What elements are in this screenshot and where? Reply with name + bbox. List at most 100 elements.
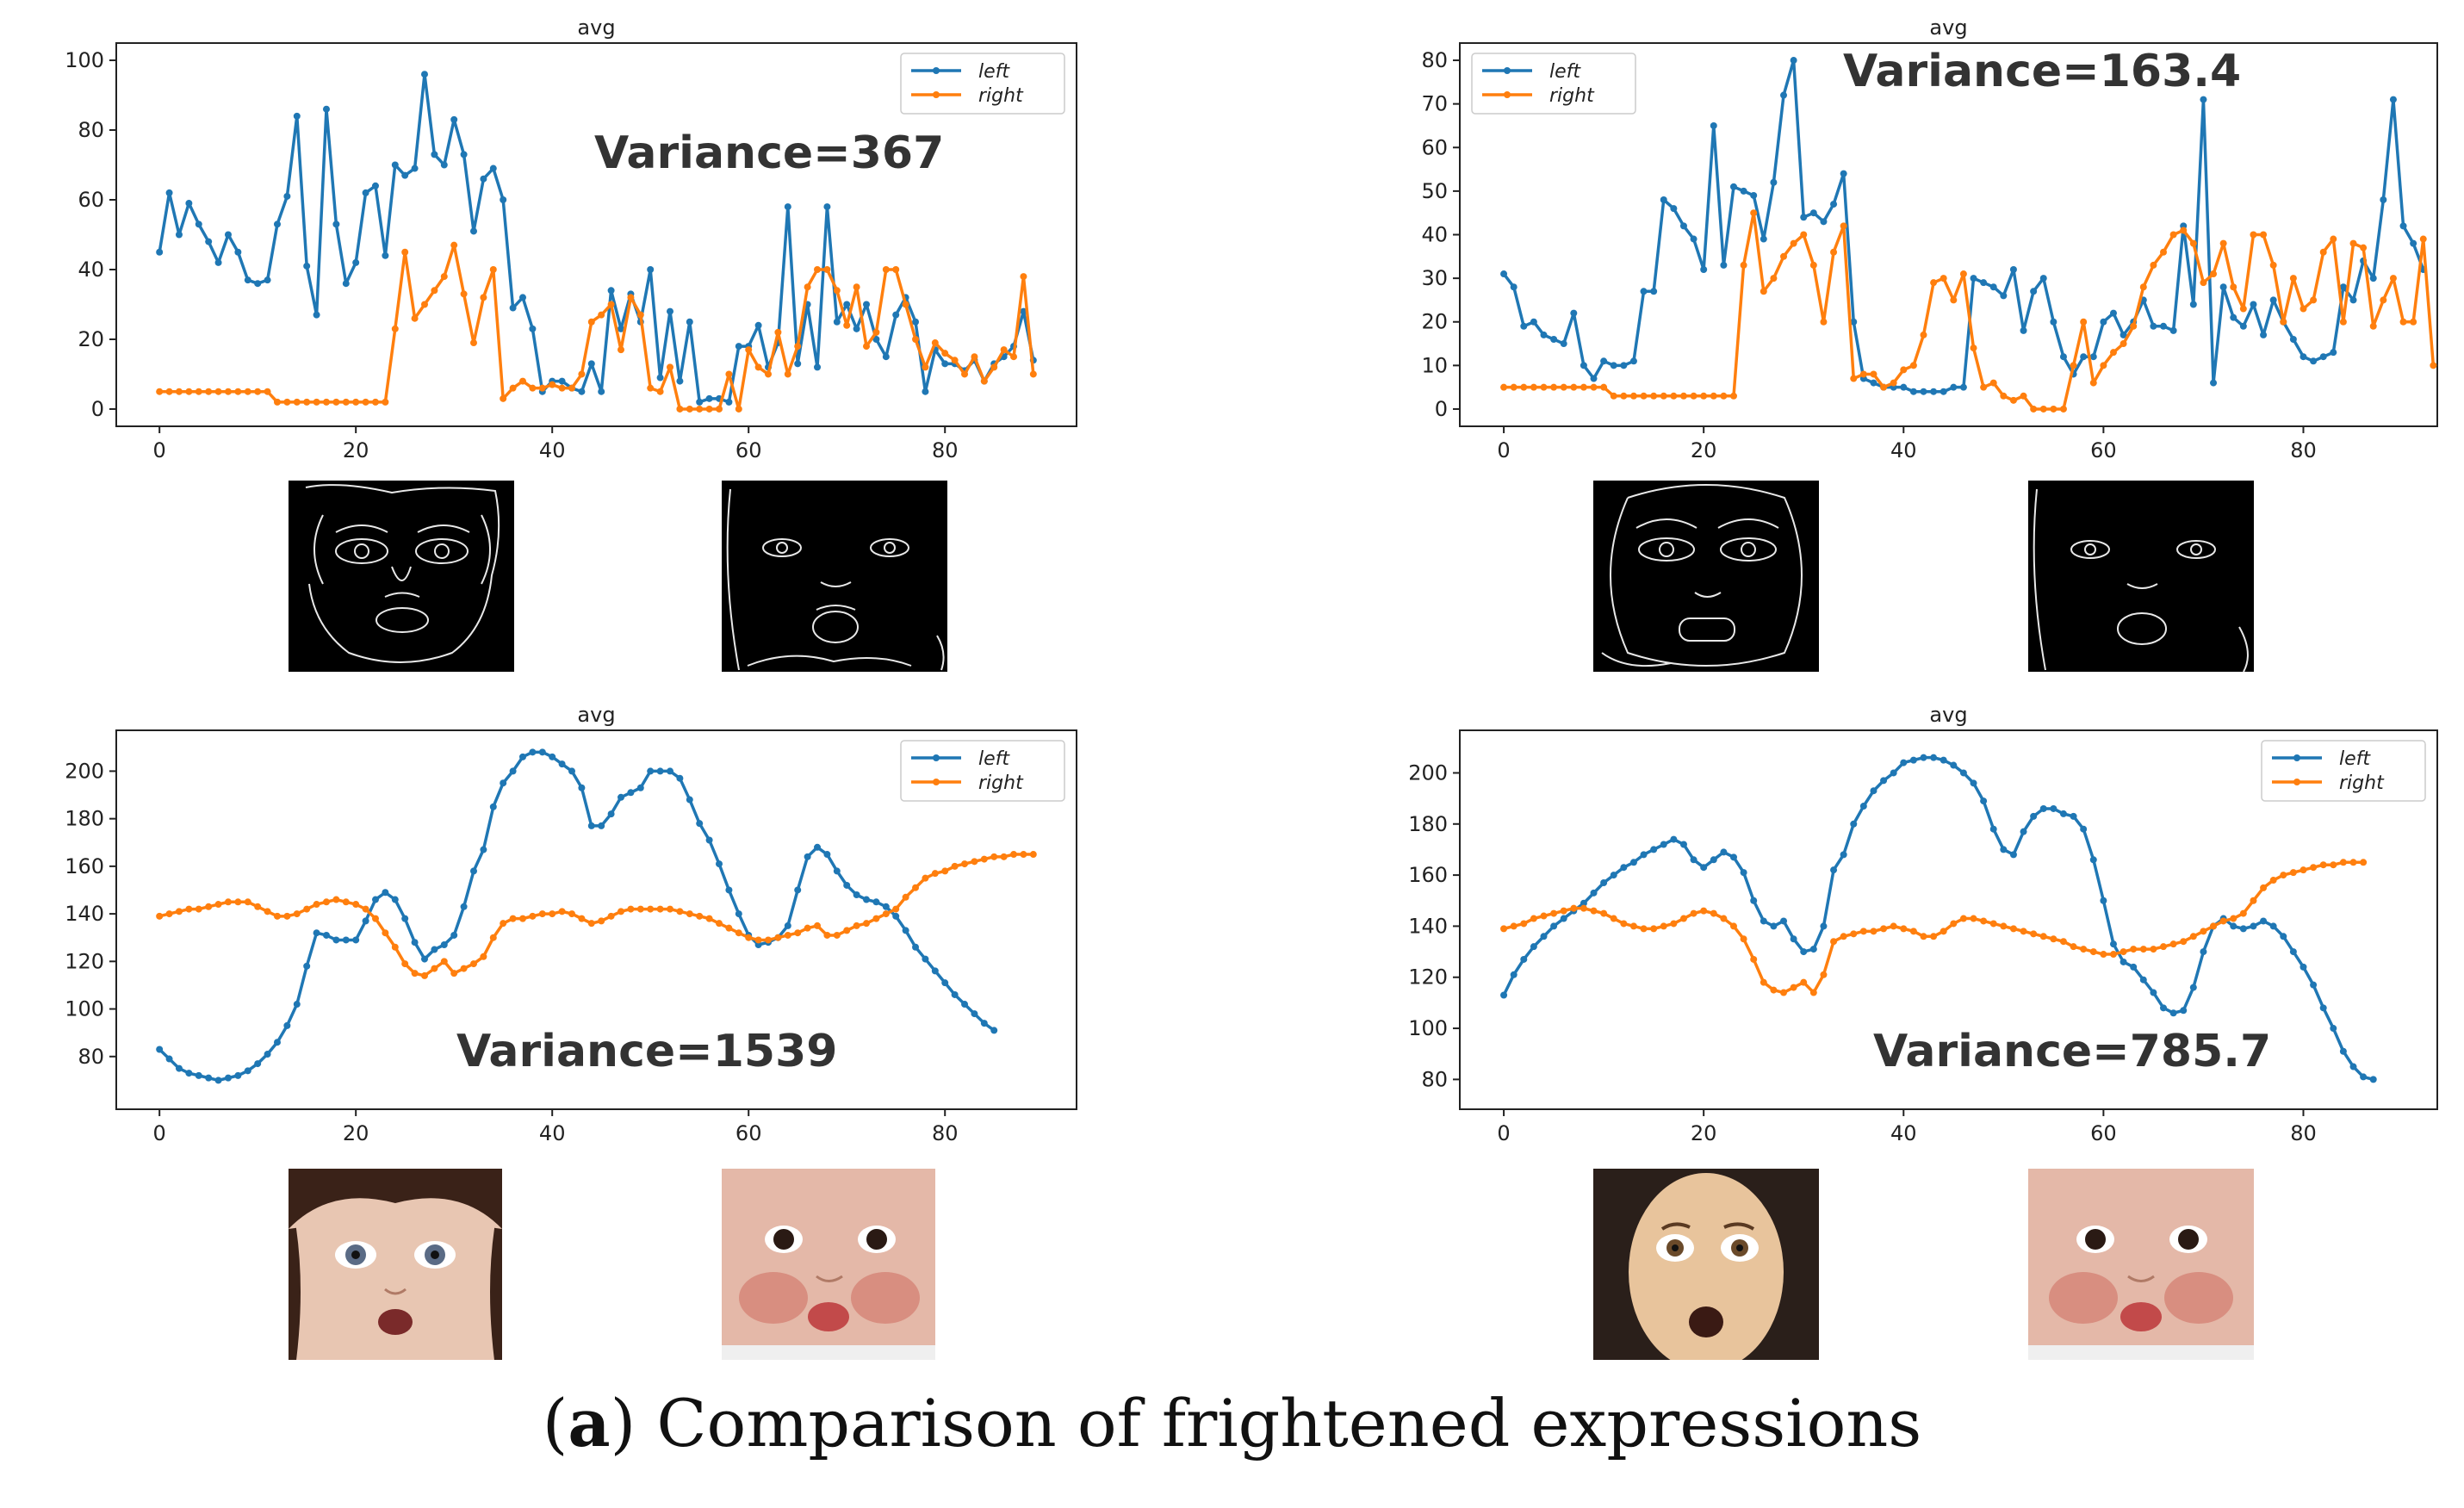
data-point-right	[214, 388, 222, 395]
data-point-right	[254, 903, 262, 910]
data-point-right	[676, 908, 684, 915]
data-point-left	[1880, 777, 1888, 785]
data-point-left	[254, 280, 262, 288]
data-point-left	[892, 311, 900, 319]
data-point-left	[460, 151, 468, 158]
data-point-left	[647, 767, 655, 775]
data-point-right	[1580, 383, 1587, 391]
data-point-right	[980, 855, 988, 863]
data-point-left	[1520, 955, 1528, 963]
data-point-left	[244, 276, 251, 284]
data-point-left	[293, 112, 301, 120]
data-point-right	[1560, 383, 1567, 391]
data-point-left	[2239, 925, 2247, 933]
data-point-right	[1520, 383, 1528, 391]
data-point-right	[2349, 239, 2357, 247]
data-point-right	[2319, 248, 2327, 256]
series-line-right	[1504, 211, 2436, 411]
data-point-right	[224, 388, 232, 395]
data-point-left	[489, 803, 497, 810]
data-point-left	[872, 335, 880, 343]
data-point-left	[371, 896, 379, 903]
data-point-right	[892, 265, 900, 273]
data-point-left	[1980, 797, 1988, 805]
legend-marker-right	[933, 779, 940, 785]
data-point-right	[500, 394, 507, 402]
data-point-right	[823, 931, 831, 939]
data-point-right	[931, 339, 939, 347]
data-point-left	[676, 774, 684, 782]
data-point-left	[283, 1021, 291, 1029]
edge-face-image-2	[722, 481, 947, 672]
legend-label-left: left	[978, 61, 1010, 83]
data-point-right	[636, 905, 644, 913]
data-point-right	[1920, 933, 1927, 940]
data-point-right	[175, 388, 183, 395]
data-point-left	[440, 161, 448, 169]
data-point-right	[961, 370, 969, 378]
data-point-right	[313, 398, 320, 406]
data-point-left	[362, 917, 369, 925]
data-point-right	[667, 363, 674, 371]
data-point-right	[2020, 928, 2027, 935]
data-point-right	[283, 398, 291, 406]
data-point-left	[2369, 1076, 2377, 1083]
data-point-left	[1570, 309, 1578, 317]
chart-title: avg	[577, 16, 615, 40]
data-point-right	[1700, 392, 1708, 400]
data-point-right	[2300, 866, 2307, 874]
figure-caption-text: Comparison of frightened expressions	[636, 1385, 1922, 1461]
series-line-left	[158, 72, 1035, 404]
y-tick-label: 200	[1408, 760, 1448, 785]
data-point-right	[2230, 283, 2237, 291]
data-point-left	[1660, 841, 1667, 848]
data-point-right	[2289, 869, 2297, 877]
data-point-left	[2339, 283, 2347, 291]
data-point-left	[735, 910, 742, 918]
data-point-left	[2380, 196, 2387, 204]
data-point-left	[882, 903, 890, 910]
data-point-right	[1790, 239, 1797, 247]
data-point-right	[1760, 978, 1767, 986]
data-point-right	[814, 922, 822, 929]
legend-marker-right	[1504, 91, 1511, 98]
data-point-left	[2030, 288, 2038, 295]
x-tick-label: 0	[153, 438, 166, 462]
data-point-right	[1570, 904, 1578, 912]
data-point-right	[882, 910, 890, 918]
data-point-left	[489, 164, 497, 172]
data-point-right	[774, 328, 782, 336]
data-point-right	[607, 301, 615, 308]
data-point-right	[205, 903, 213, 910]
data-point-left	[656, 374, 664, 382]
data-point-left	[1510, 971, 1518, 978]
data-point-left	[823, 851, 831, 859]
data-point-left	[2039, 804, 2047, 812]
data-point-right	[1710, 909, 1717, 917]
data-point-right	[2269, 877, 2277, 884]
data-point-left	[411, 164, 419, 172]
data-point-left	[1840, 851, 1847, 859]
data-point-left	[1670, 835, 1678, 843]
data-point-left	[2089, 353, 2097, 361]
data-point-left	[303, 962, 311, 970]
data-point-right	[843, 321, 851, 329]
data-point-left	[1770, 922, 1778, 930]
data-point-right	[185, 388, 193, 395]
data-point-right	[980, 377, 988, 385]
data-point-right	[322, 898, 330, 906]
data-point-right	[411, 970, 419, 977]
plot-frame	[115, 42, 1077, 427]
data-point-right	[2070, 362, 2077, 369]
data-point-left	[185, 200, 193, 208]
data-point-right	[1800, 231, 1808, 239]
data-point-left	[2100, 318, 2107, 326]
data-point-right	[1540, 383, 1548, 391]
data-point-left	[205, 238, 213, 245]
legend-label-right: right	[2339, 773, 2385, 794]
data-point-left	[1710, 856, 1717, 864]
data-point-left	[2280, 933, 2287, 940]
legend-box	[1471, 53, 1636, 115]
data-point-right	[460, 290, 468, 298]
data-point-right	[882, 265, 890, 273]
